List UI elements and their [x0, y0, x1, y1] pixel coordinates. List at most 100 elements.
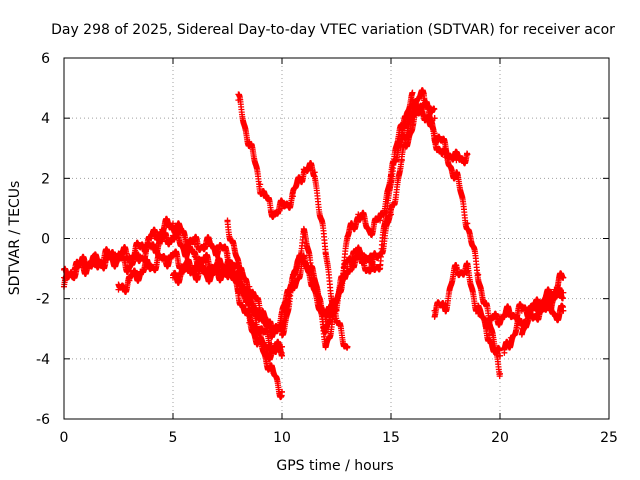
x-tick-label: 10 [273, 430, 291, 446]
data-point [560, 274, 567, 281]
data-point [224, 265, 231, 272]
data-point [486, 331, 493, 338]
x-tick-label: 0 [60, 430, 69, 446]
data-point [453, 172, 460, 179]
data-point [311, 169, 318, 176]
data-point [279, 319, 285, 326]
data-point [148, 262, 155, 269]
data-point [551, 310, 558, 317]
data-point [486, 319, 493, 326]
data-point [377, 217, 384, 224]
data-point [235, 265, 242, 272]
data-point [464, 268, 471, 275]
data-point [431, 130, 438, 137]
data-point [398, 139, 405, 146]
data-point [464, 151, 471, 158]
y-tick-label: 2 [41, 171, 50, 187]
y-tick-label: 0 [41, 232, 50, 248]
data-point [497, 370, 503, 377]
data-point [115, 286, 122, 293]
data-point [420, 91, 427, 98]
y-tick-label: -6 [36, 412, 50, 428]
data-point [71, 265, 78, 272]
data-point [126, 262, 133, 269]
series-sat-h [398, 97, 471, 167]
data-point [159, 226, 166, 233]
data-points [61, 87, 567, 401]
y-axis-label: SDTVAR / TECUs [7, 181, 23, 296]
y-tick-label: 4 [41, 111, 50, 127]
data-point [507, 310, 514, 317]
data-point [497, 313, 503, 320]
data-point [453, 265, 460, 272]
y-tick-label: -2 [36, 292, 50, 308]
data-point [289, 283, 296, 290]
data-point [170, 274, 176, 281]
data-point [191, 262, 198, 269]
data-point [366, 265, 373, 272]
x-axis-label: GPS time / hours [276, 458, 393, 474]
data-point [497, 352, 503, 359]
data-point [540, 304, 547, 311]
data-point [137, 253, 144, 260]
data-point [300, 166, 307, 173]
data-point [377, 262, 384, 269]
data-point [322, 340, 329, 347]
data-point [170, 220, 176, 227]
data-point [518, 325, 525, 332]
data-point [213, 271, 220, 278]
series-marks [518, 284, 567, 338]
data-point [442, 301, 449, 308]
data-point [257, 310, 264, 317]
data-point [180, 232, 187, 239]
data-point [268, 325, 275, 332]
data-point [344, 259, 351, 266]
data-point [170, 253, 176, 260]
data-point [377, 250, 384, 257]
x-tick-label: 20 [491, 430, 509, 446]
data-point [355, 211, 362, 218]
data-point [137, 268, 144, 275]
data-point [409, 109, 416, 116]
data-point [501, 349, 508, 356]
data-point [246, 283, 253, 290]
data-point [191, 241, 198, 248]
data-point [82, 262, 89, 269]
data-point [344, 235, 351, 242]
data-point [180, 244, 187, 251]
data-point [311, 280, 318, 287]
data-point [268, 349, 275, 356]
data-point [202, 259, 209, 266]
data-point [560, 307, 567, 314]
data-point [551, 295, 558, 302]
data-point [170, 232, 176, 239]
data-point [420, 97, 427, 104]
data-point [115, 256, 122, 263]
axis-ticks: 0 5 10 15 20 25 -6 -4 -2 0 2 4 6 [36, 51, 618, 446]
x-tick-label: 5 [169, 430, 178, 446]
data-point [191, 253, 198, 260]
data-point [257, 337, 264, 344]
data-point [137, 244, 144, 251]
data-point [202, 241, 209, 248]
data-point [464, 220, 471, 227]
data-point [148, 235, 155, 242]
x-tick-label: 15 [382, 430, 400, 446]
data-point [344, 343, 351, 350]
data-point [159, 238, 166, 245]
data-point [507, 334, 514, 341]
y-tick-label: 6 [41, 51, 50, 67]
data-point [268, 340, 275, 347]
data-point [300, 229, 307, 236]
data-point [322, 250, 329, 257]
data-point [431, 307, 438, 314]
data-point [475, 271, 482, 278]
data-point [104, 253, 111, 260]
data-point [202, 265, 209, 272]
data-point [246, 295, 253, 302]
y-tick-label: -4 [36, 352, 50, 368]
data-point [398, 157, 405, 164]
chart-title: Day 298 of 2025, Sidereal Day-to-day VTE… [51, 22, 615, 38]
data-point [213, 244, 220, 251]
